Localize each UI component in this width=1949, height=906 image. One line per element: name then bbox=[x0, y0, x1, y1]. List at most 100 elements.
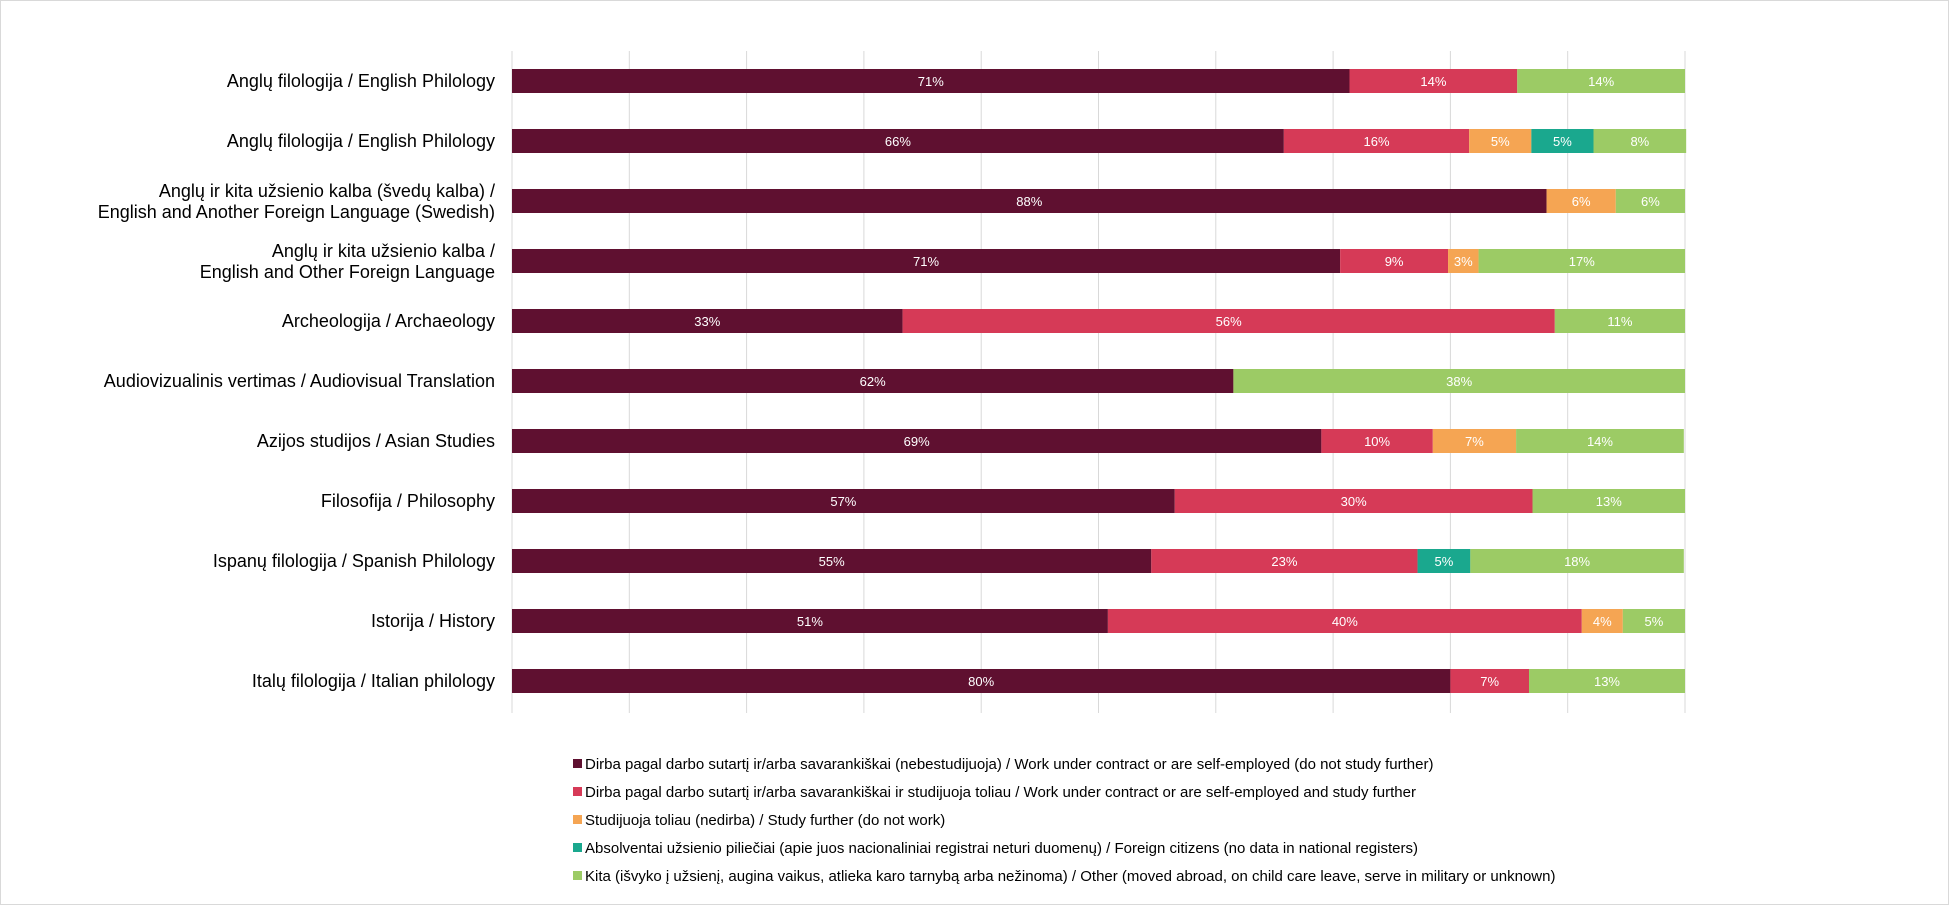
bar-segment bbox=[1622, 609, 1685, 633]
data-label: 10% bbox=[1364, 434, 1390, 449]
data-label: 30% bbox=[1341, 494, 1367, 509]
legend-swatch bbox=[573, 759, 582, 768]
category-label: Audiovizualinis vertimas / Audiovisual T… bbox=[104, 371, 495, 391]
legend: Dirba pagal darbo sutartį ir/arba savara… bbox=[573, 756, 1555, 885]
category-label: Anglų filologija / English Philology bbox=[227, 131, 495, 151]
category-label: Anglų filologija / English Philology bbox=[227, 71, 495, 91]
data-label: 80% bbox=[968, 674, 994, 689]
bar-segment bbox=[512, 129, 1284, 153]
bar-segment bbox=[1151, 549, 1418, 573]
data-label: 13% bbox=[1594, 674, 1620, 689]
bar-segment bbox=[1283, 129, 1470, 153]
data-label: 5% bbox=[1491, 134, 1510, 149]
bars: 71% 14% 14% 66% 16% 5% 5% 8% 88% 6% 6% 71% 9% 3% 17% 33… bbox=[512, 69, 1687, 693]
bar-segment bbox=[1233, 369, 1685, 393]
category-label: Anglų ir kita užsienio kalba (švedų kalb… bbox=[98, 181, 495, 222]
legend-entry: Studijuoja toliau (nedirba) / Study furt… bbox=[585, 812, 945, 829]
data-label: 18% bbox=[1564, 554, 1590, 569]
data-label: 4% bbox=[1593, 614, 1612, 629]
legend-swatch bbox=[573, 787, 582, 796]
bar-segment bbox=[1450, 669, 1529, 693]
bar-segment bbox=[512, 489, 1175, 513]
bar-segment bbox=[1478, 249, 1685, 273]
bar-segment bbox=[902, 309, 1555, 333]
bar-segment bbox=[1531, 129, 1594, 153]
data-label: 9% bbox=[1385, 254, 1404, 269]
legend-swatch bbox=[573, 815, 582, 824]
legend-entry: Dirba pagal darbo sutartį ir/arba savara… bbox=[585, 756, 1433, 773]
bar-segment bbox=[1615, 189, 1685, 213]
bar-segment bbox=[1107, 609, 1582, 633]
data-label: 7% bbox=[1480, 674, 1499, 689]
bar-segment bbox=[1516, 429, 1684, 453]
bar-segment bbox=[1448, 249, 1479, 273]
bar-segment bbox=[512, 369, 1234, 393]
data-label: 16% bbox=[1363, 134, 1389, 149]
data-label: 62% bbox=[860, 374, 886, 389]
data-label: 8% bbox=[1630, 134, 1649, 149]
bar-segment bbox=[512, 249, 1341, 273]
data-label: 55% bbox=[819, 554, 845, 569]
bar-segment bbox=[512, 429, 1322, 453]
data-label: 51% bbox=[797, 614, 823, 629]
data-label: 69% bbox=[904, 434, 930, 449]
bar-segment bbox=[1174, 489, 1533, 513]
data-label: 5% bbox=[1553, 134, 1572, 149]
bar-segment bbox=[1417, 549, 1471, 573]
bar-segment bbox=[1469, 129, 1532, 153]
data-label: 38% bbox=[1446, 374, 1472, 389]
bar-segment bbox=[512, 69, 1350, 93]
data-label: 33% bbox=[694, 314, 720, 329]
bar-segment bbox=[512, 609, 1108, 633]
category-label: Azijos studijos / Asian Studies bbox=[257, 431, 495, 451]
data-label: 66% bbox=[885, 134, 911, 149]
category-label: Ispanų filologija / Spanish Philology bbox=[213, 551, 495, 571]
legend-swatch bbox=[573, 843, 582, 852]
legend-entry: Dirba pagal darbo sutartį ir/arba savara… bbox=[585, 784, 1416, 801]
data-label: 88% bbox=[1016, 194, 1042, 209]
category-labels: Anglų filologija / English Philology Angl… bbox=[98, 71, 495, 691]
bar-segment bbox=[512, 189, 1547, 213]
bar-segment bbox=[512, 309, 903, 333]
data-label: 5% bbox=[1645, 614, 1664, 629]
legend-entry: Kita (išvyko į užsienį, augina vaikus, a… bbox=[585, 868, 1555, 885]
bar-segment bbox=[1517, 69, 1685, 93]
category-label: Istorija / History bbox=[371, 611, 495, 631]
category-label: Italų filologija / Italian philology bbox=[252, 671, 495, 691]
data-label: 17% bbox=[1569, 254, 1595, 269]
category-label: Filosofija / Philosophy bbox=[321, 491, 495, 511]
bar-segment bbox=[1581, 609, 1623, 633]
bar-segment bbox=[512, 549, 1152, 573]
bar-segment bbox=[512, 669, 1451, 693]
data-label: 13% bbox=[1596, 494, 1622, 509]
bar-segment bbox=[1554, 309, 1685, 333]
data-label: 23% bbox=[1271, 554, 1297, 569]
data-label: 5% bbox=[1435, 554, 1454, 569]
bar-segment bbox=[1321, 429, 1433, 453]
bar-segment bbox=[1528, 669, 1685, 693]
data-label: 14% bbox=[1420, 74, 1446, 89]
bar-segment bbox=[1546, 189, 1616, 213]
legend-entry: Absolventai užsienio piliečiai (apie juo… bbox=[585, 840, 1418, 857]
data-label: 11% bbox=[1607, 314, 1632, 329]
bar-segment bbox=[1470, 549, 1684, 573]
data-label: 71% bbox=[913, 254, 939, 269]
bar-segment bbox=[1593, 129, 1687, 153]
data-label: 3% bbox=[1454, 254, 1473, 269]
legend-swatch bbox=[573, 871, 582, 880]
bar-segment bbox=[1340, 249, 1449, 273]
data-label: 56% bbox=[1216, 314, 1242, 329]
bar-segment bbox=[1532, 489, 1685, 513]
category-label: Archeologija / Archaeology bbox=[282, 311, 495, 331]
bar-segment bbox=[1432, 429, 1517, 453]
category-label: Anglų ir kita užsienio kalba / English an… bbox=[200, 241, 495, 282]
data-label: 71% bbox=[918, 74, 944, 89]
bar-segment bbox=[1349, 69, 1518, 93]
data-label: 6% bbox=[1572, 194, 1591, 209]
data-label: 14% bbox=[1587, 434, 1613, 449]
data-label: 14% bbox=[1588, 74, 1614, 89]
data-label: 7% bbox=[1465, 434, 1484, 449]
data-label: 57% bbox=[830, 494, 856, 509]
